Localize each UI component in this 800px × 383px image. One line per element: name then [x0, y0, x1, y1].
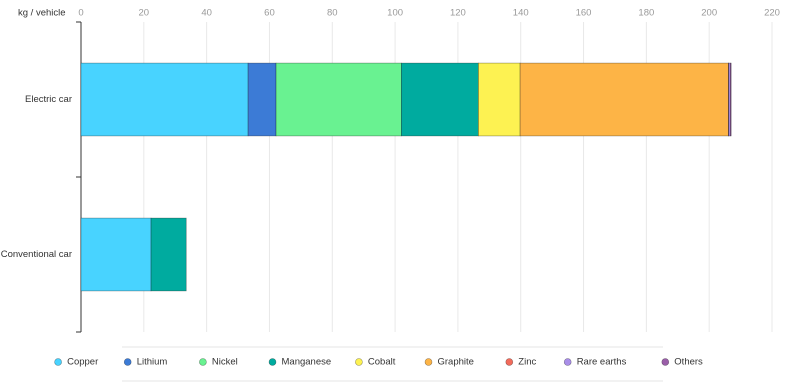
axis-label: kg / vehicle — [18, 8, 66, 19]
legend-swatch — [661, 358, 670, 366]
legend-swatch — [424, 358, 433, 366]
x-tick-label: 0 — [78, 8, 83, 19]
x-tick-label: 20 — [139, 8, 150, 19]
x-tick-label: 160 — [576, 8, 592, 19]
legend-swatch — [123, 358, 132, 366]
legend-swatch — [505, 358, 514, 366]
bar-segment — [80, 217, 152, 292]
x-tick-label: 200 — [701, 8, 717, 19]
legend-swatch — [54, 358, 62, 366]
legend-label: Graphite — [438, 357, 474, 368]
legend-swatch — [199, 358, 207, 366]
bar-segment — [478, 62, 521, 137]
bar-segment — [519, 62, 729, 137]
bar-segment — [247, 62, 277, 137]
y-tick-label: Electric car — [25, 94, 72, 105]
bar-segment — [401, 62, 479, 137]
legend-swatch — [268, 358, 277, 366]
bar-segment — [275, 62, 402, 137]
legend-swatch — [355, 358, 363, 366]
legend-label: Zinc — [518, 357, 536, 368]
legend-label: Copper — [67, 357, 98, 368]
x-tick-label: 100 — [387, 8, 403, 19]
legend-label: Manganese — [282, 357, 332, 368]
y-tick-label: Conventional car — [1, 249, 72, 260]
bar-segment — [729, 62, 732, 137]
x-tick-label: 40 — [201, 8, 212, 19]
bar-segment — [80, 62, 249, 137]
legend-label: Cobalt — [368, 357, 396, 368]
x-tick-label: 80 — [327, 8, 338, 19]
x-tick-label: 140 — [513, 8, 529, 19]
x-tick-label: 120 — [450, 8, 466, 19]
legend-label: Nickel — [212, 357, 238, 368]
legend-label: Rare earths — [577, 357, 627, 368]
legend-label: Others — [674, 357, 703, 368]
x-tick-label: 220 — [764, 8, 780, 19]
x-tick-label: 180 — [638, 8, 654, 19]
legend-swatch — [563, 358, 572, 366]
legend-label: Lithium — [137, 357, 168, 368]
bar-segment — [150, 217, 187, 292]
x-tick-label: 60 — [264, 8, 275, 19]
